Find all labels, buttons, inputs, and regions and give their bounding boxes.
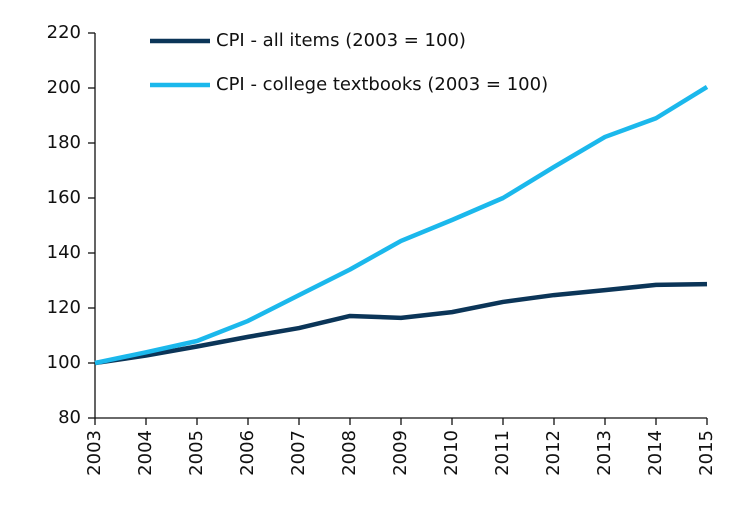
x-tick-label: 2006: [237, 430, 258, 476]
x-tick-label: 2012: [543, 430, 564, 476]
line-series: [94, 84, 709, 366]
x-tick-label: 2013: [594, 430, 615, 476]
y-tick-label: 100: [47, 352, 81, 373]
x-tick-label: 2007: [288, 430, 309, 476]
y-tick-label: 180: [47, 132, 81, 153]
y-tick-label: 120: [47, 297, 81, 318]
x-tick-label: 2011: [492, 430, 513, 476]
x-tick-label: 2004: [135, 430, 156, 476]
y-tick-label: 200: [47, 77, 81, 98]
y-tick-label: 80: [58, 407, 81, 428]
x-tick-label: 2014: [645, 430, 666, 476]
x-tick-label: 2009: [390, 430, 411, 476]
x-tick-label: 2005: [186, 430, 207, 476]
x-tick-label: 2015: [696, 430, 717, 476]
y-tick-label: 140: [47, 242, 81, 263]
line-series: [94, 281, 708, 366]
x-tick-label: 2003: [84, 430, 105, 476]
legend-label: CPI - all items (2003 = 100): [216, 30, 466, 51]
legend-label: CPI - college textbooks (2003 = 100): [216, 74, 548, 95]
y-tick-label: 220: [47, 22, 81, 43]
y-tick-label: 160: [47, 187, 81, 208]
x-tick-label: 2008: [339, 430, 360, 476]
x-tick-label: 2010: [441, 430, 462, 476]
